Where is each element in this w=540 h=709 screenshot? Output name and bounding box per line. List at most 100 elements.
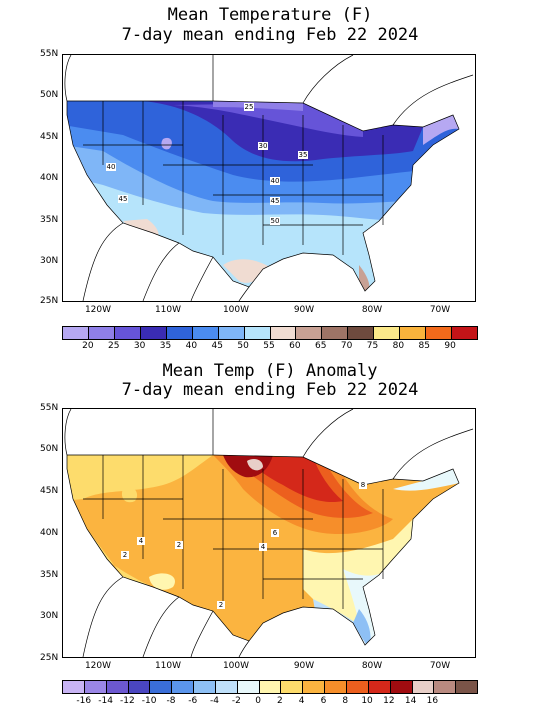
map1-lat-label: 50N [40, 90, 59, 100]
map2-colorbar-label: 0 [255, 696, 261, 706]
map2-contour-label: 8 [361, 481, 365, 489]
map1-plot-area: 25 30 35 40 40 45 45 50 [62, 54, 476, 302]
map1-colorbar-label: 75 [366, 341, 379, 351]
map2-colorbar-label: -16 [76, 696, 92, 706]
map1-lat-label: 35N [40, 215, 59, 225]
map1-lon-label: 110W [154, 305, 182, 315]
map2-colorbar [62, 680, 478, 694]
map1-colorbar-label: 50 [237, 341, 249, 351]
map2-contour-label: 4 [261, 543, 266, 551]
map1-colorbar-label: 35 [159, 341, 172, 351]
map1-lon-label: 70W [429, 305, 451, 315]
map1-colorbar-label: 85 [418, 341, 430, 351]
map2-colorbar-swatch [325, 681, 347, 693]
map2-colorbar-label: 4 [298, 696, 305, 706]
map1-colorbar-label: 90 [444, 341, 456, 351]
map2-lat-label: 30N [40, 611, 59, 621]
map2-colorbar-swatch [215, 681, 238, 693]
map2-colorbar-swatch [456, 681, 478, 693]
map1-colorbar [62, 326, 478, 340]
map1-contour-label: 30 [259, 142, 268, 150]
map1-colorbar-swatch [296, 327, 323, 339]
map1-colorbar-label: 55 [263, 341, 275, 351]
map2-lat-label: 35N [40, 570, 59, 580]
map1-colorbar-swatch [218, 327, 245, 339]
map2-colorbar-swatch [128, 681, 151, 693]
map1-colorbar-swatch [322, 327, 349, 339]
map1-colorbar-label: 45 [211, 341, 223, 351]
map1-colorbar-swatch [348, 327, 375, 339]
map2-colorbar-label: 10 [361, 696, 373, 706]
map2-lat-label: 25N [40, 653, 59, 663]
map1-lat-label: 40N [40, 173, 59, 183]
map1-colorbar-label: 30 [133, 341, 146, 351]
map1-boundaries [64, 55, 474, 301]
map1-colorbar-swatch [270, 327, 297, 339]
map1-colorbar-swatch [114, 327, 141, 339]
map2-colorbar-swatch [106, 681, 129, 693]
map1-lon-label: 100W [222, 305, 250, 315]
map1-contour-label: 40 [271, 177, 280, 185]
map2-colorbar-label: 12 [383, 696, 395, 706]
map1-colorbar-swatch [88, 327, 115, 339]
map1-colorbar-swatch [426, 327, 453, 339]
map2-colorbar-label: -2 [231, 696, 241, 706]
map2-contour-label: 2 [219, 601, 223, 609]
map2-lat-label: 55N [40, 403, 59, 413]
map2-lon-label: 100W [222, 661, 250, 671]
map2-contour-label: 2 [177, 541, 181, 549]
map2-colorbar-label: -10 [141, 696, 157, 706]
map2-colorbar-swatch [237, 681, 260, 693]
map2-colorbar-swatch [390, 681, 413, 693]
map2-lat-label: 45N [40, 486, 59, 496]
map2-colorbar-label: 8 [342, 696, 349, 706]
map2-colorbar-swatch [63, 681, 85, 693]
map2-contour-label: 2 [123, 551, 127, 559]
map1-colorbar-label: 65 [315, 341, 327, 351]
map2-lat-label: 40N [40, 528, 59, 538]
map2-colorbar-swatch [172, 681, 195, 693]
map2-colorbar-swatch [259, 681, 282, 693]
map1-title-line2: 7-day mean ending Feb 22 2024 [121, 25, 419, 45]
map1-contour-label: 50 [271, 217, 280, 225]
map2-colorbar-swatch [368, 681, 391, 693]
map2-colorbar-swatch [150, 681, 173, 693]
map2-lon-label: 120W [84, 661, 112, 671]
map2-colorbar-label: 2 [277, 696, 283, 706]
map1-colorbar-label: 40 [185, 341, 198, 351]
map1-contour-label: 45 [119, 195, 128, 203]
map1-colorbar-label: 20 [82, 341, 94, 351]
map2-colorbar-swatch [434, 681, 457, 693]
map2-contour-label: 6 [273, 529, 278, 537]
map1-colorbar-swatch [140, 327, 167, 339]
map1-lat-label: 55N [40, 49, 59, 59]
map1-contour-label: 35 [299, 151, 308, 159]
map2-colorbar-swatch [281, 681, 304, 693]
map1-contour-labels: 25 30 35 40 40 45 45 50 [106, 103, 308, 225]
map2-colorbar-label: 14 [404, 696, 417, 706]
map1-contour-map: 25 30 35 40 40 45 45 50 [64, 55, 474, 301]
map2-lon-label: 70W [429, 661, 451, 671]
map2-lat-label: 50N [40, 444, 59, 454]
map2-colorbar-swatch [194, 681, 216, 693]
map1-colorbar-swatch [166, 327, 193, 339]
map1-lon-label: 120W [84, 305, 112, 315]
map1-colorbar-label: 25 [108, 341, 120, 351]
map2-colorbar-label: -8 [166, 696, 176, 706]
map1-contour-label: 45 [271, 197, 280, 205]
map2-lon-label: 80W [361, 661, 383, 671]
map2-boundaries [64, 409, 474, 657]
map1-contour-label: 25 [245, 103, 254, 111]
map2-colorbar-label: 6 [320, 696, 327, 706]
map2-title-line1: Mean Temp (F) Anomaly [162, 361, 378, 381]
map1-colorbar-label: 80 [392, 341, 405, 351]
map1-colorbar-label: 70 [340, 341, 353, 351]
map1-contour-label: 40 [107, 163, 116, 171]
map2-colorbar-label: -12 [120, 696, 135, 706]
map2-colorbar-label: -14 [98, 696, 113, 706]
map1-colorbar-swatch [374, 327, 401, 339]
map1-colorbar-swatch [192, 327, 219, 339]
map1-lat-label: 45N [40, 132, 59, 142]
map1-colorbar-label: 60 [289, 341, 301, 351]
